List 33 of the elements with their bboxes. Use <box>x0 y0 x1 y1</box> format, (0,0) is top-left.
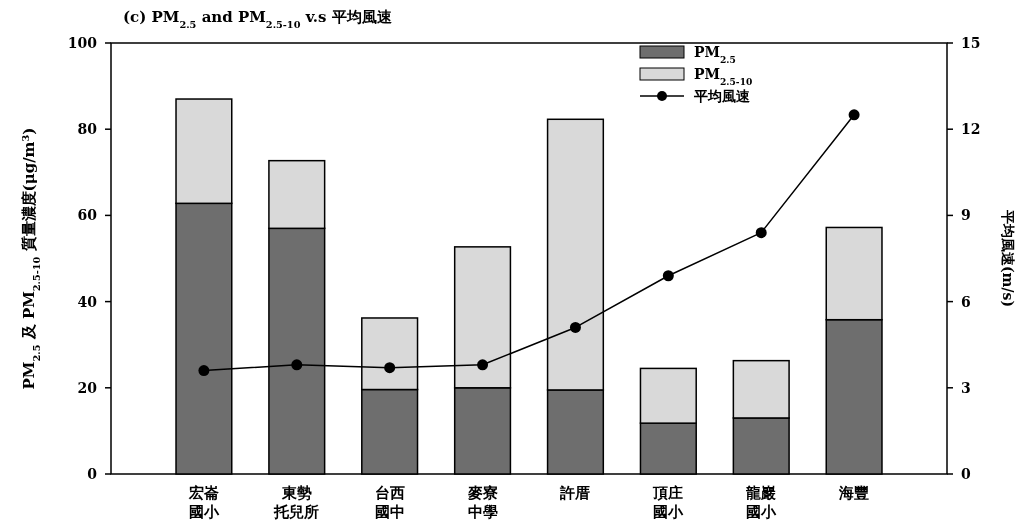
y2-tick-label: 0 <box>961 466 971 482</box>
legend-label: PM$_{2.5-10}$ <box>694 66 753 87</box>
x-tick-label: 龍巖國小 <box>745 484 778 521</box>
y2-tick-label: 3 <box>961 379 971 396</box>
y2-tick-label: 6 <box>961 293 971 310</box>
legend-label: PM$_{2.5}$ <box>694 44 736 65</box>
y-tick-label: 40 <box>77 293 98 310</box>
y-tick-label: 0 <box>87 466 98 482</box>
y2-axis-title: 平均風速(m/s) <box>1000 208 1016 308</box>
x-tick-label: 東勢托兒所 <box>273 484 320 521</box>
point <box>477 359 489 371</box>
chart-title: (c) PM$_{2.5}$ and PM$_{2.5-10}$ v.s 平均風速 <box>123 8 393 30</box>
point <box>755 227 767 239</box>
x-tick-label: 宏崙國小 <box>187 484 220 521</box>
x-tick-label: 台西國中 <box>374 484 405 521</box>
y-tick-label: 60 <box>77 207 98 224</box>
point <box>662 270 674 282</box>
point <box>384 362 396 374</box>
y2-tick-label: 9 <box>961 207 971 224</box>
y2-tick-label: 15 <box>961 35 981 51</box>
point <box>848 109 860 121</box>
y2-tick-label: 12 <box>961 121 981 138</box>
x-tick-label: 許厝 <box>559 484 591 502</box>
x-tick-label: 海豐 <box>838 484 870 502</box>
x-tick-label: 頂庄國小 <box>652 484 685 521</box>
point <box>569 321 581 333</box>
legend-label: 平均風速 <box>693 88 751 104</box>
y-tick-label: 100 <box>67 35 98 51</box>
point <box>198 365 210 377</box>
x-tick-label: 麥寮中學 <box>466 484 498 521</box>
y-tick-label: 80 <box>77 121 98 138</box>
point <box>291 359 303 371</box>
y-tick-label: 20 <box>77 379 98 396</box>
